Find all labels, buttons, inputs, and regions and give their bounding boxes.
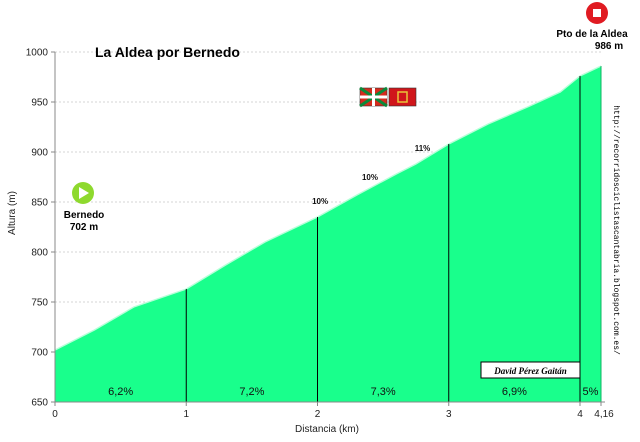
credit-frame [480,361,581,379]
y-tick-label: 750 [31,298,48,309]
segment-gradient-label: 7,2% [239,386,264,398]
stop-icon-square [593,9,601,17]
start-name: Bernedo [64,210,105,221]
y-tick-label: 850 [31,198,48,209]
segment-gradient-label: 6,9% [502,386,527,398]
y-tick-label: 700 [31,348,48,359]
profile-fill [55,66,601,402]
credit-text: David Pérez Gaitán [493,366,567,376]
y-tick-label: 650 [31,398,48,409]
x-ticks: 0 1 2 3 4 4,16 [52,402,614,420]
end-name: Pto de la Aldea [556,29,628,40]
x-tick-label: 4,16 [594,409,614,420]
play-icon-triangle [79,187,89,199]
navarra-flag-emblem [397,91,408,103]
segment-gradient-label: 6,2% [108,386,133,398]
chart-title: La Aldea por Bernedo [95,44,240,60]
y-ticks: 650 700 750 800 850 900 950 1000 [26,48,55,409]
x-axis-title: Distancia (km) [295,424,359,435]
y-tick-label: 1000 [26,48,49,59]
x-tick-label: 0 [52,409,58,420]
grade-annotation: 10% [312,197,328,206]
x-tick-label: 2 [315,409,321,420]
credit-box: David Pérez Gaitán [480,361,581,379]
y-axis-title: Altura (m) [7,191,18,235]
end-altitude: 986 m [595,41,623,52]
y-tick-label: 950 [31,98,48,109]
segment-gradient-label: 7,3% [371,386,396,398]
grade-annotation: 11% [415,144,431,153]
grade-annotation: 10% [362,173,378,182]
end-marker: Pto de la Aldea 986 m [556,2,628,52]
x-tick-label: 4 [577,409,583,420]
start-marker: Bernedo 702 m [64,182,105,233]
y-tick-label: 800 [31,248,48,259]
x-tick-label: 1 [183,409,189,420]
km-lines [185,76,581,402]
axes [54,52,605,403]
grade-annotations: 10% 10% 11% [312,144,430,206]
y-tick-label: 900 [31,148,48,159]
profile-line [54,65,602,351]
flags-icon [359,86,417,108]
segment-labels: 6,2% 7,2% 7,3% 6,9% 5% [108,386,599,398]
website-url: http://recorridosciclistascantabria.blog… [611,105,620,355]
segment-gradient-label: 5% [583,386,599,398]
start-altitude: 702 m [70,222,98,233]
profile-area [54,65,602,402]
x-tick-label: 3 [446,409,452,420]
navarra-flag [388,87,417,107]
